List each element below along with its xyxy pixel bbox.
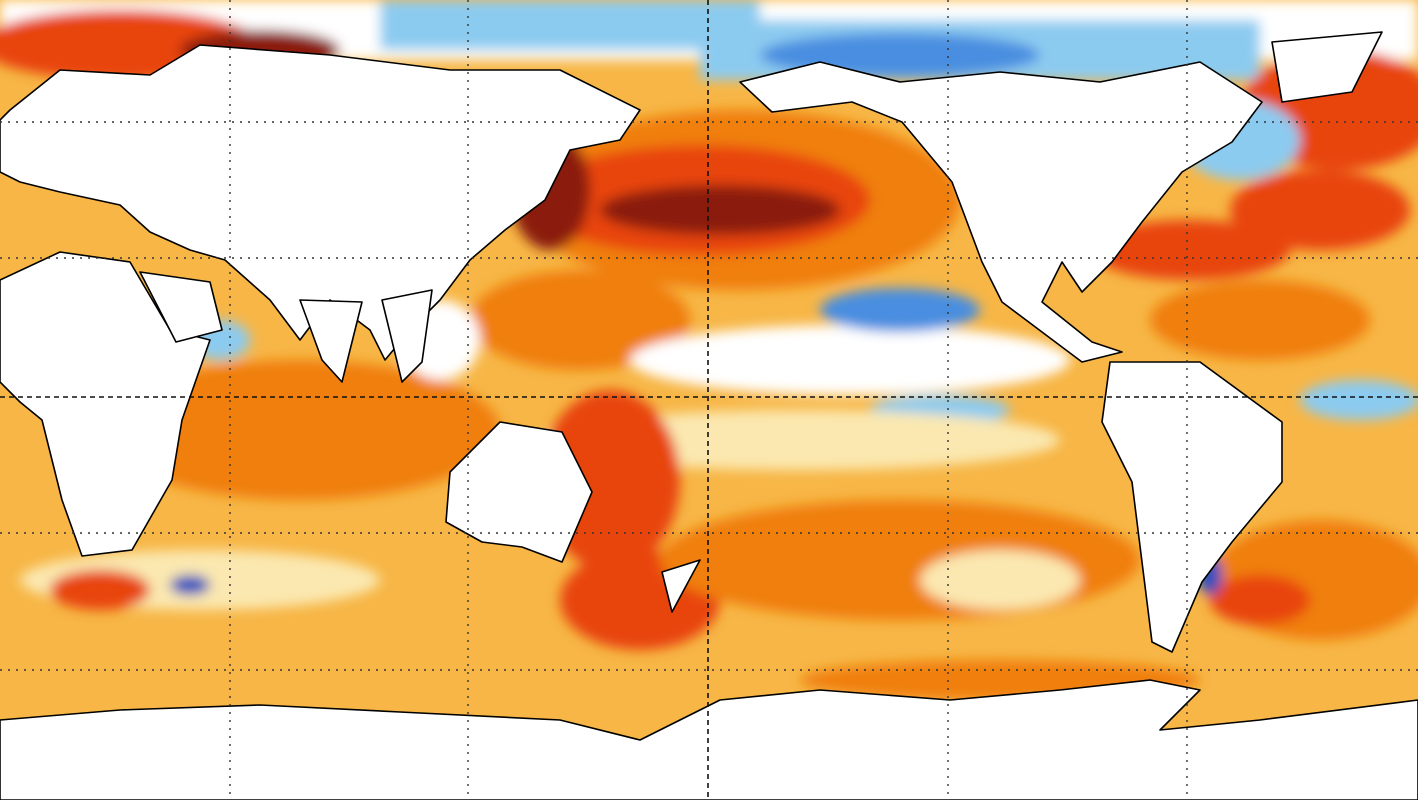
- land: [0, 31, 1418, 800]
- india: [299, 299, 363, 383]
- arabia: [139, 271, 223, 343]
- greenland: [1271, 31, 1383, 103]
- se-asia: [381, 289, 433, 383]
- anomaly-patches: [0, 0, 1418, 700]
- australia: [445, 421, 593, 563]
- africa: [0, 251, 211, 557]
- new-zealand: [661, 559, 701, 613]
- north-america: [739, 61, 1263, 363]
- antarctica: [0, 679, 1418, 800]
